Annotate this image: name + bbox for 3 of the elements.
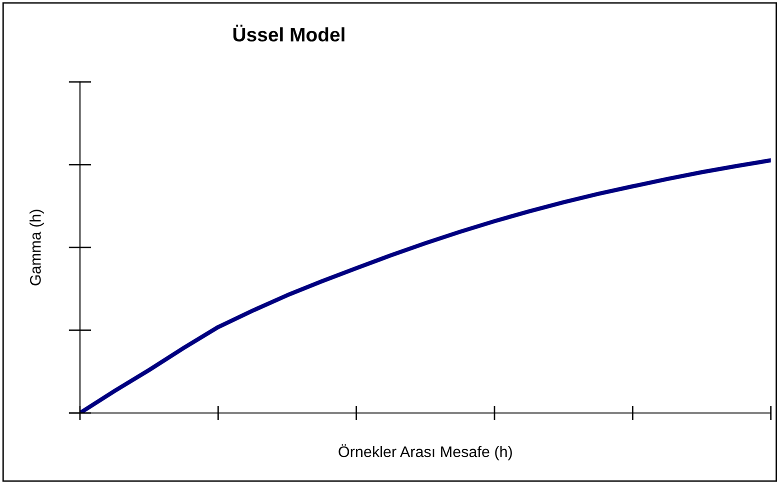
chart-title: Üssel Model [233,24,344,42]
x-axis-title: Örnekler Arası Mesafe (h) [338,444,512,460]
y-axis-title: Gamma (h) [30,210,44,286]
